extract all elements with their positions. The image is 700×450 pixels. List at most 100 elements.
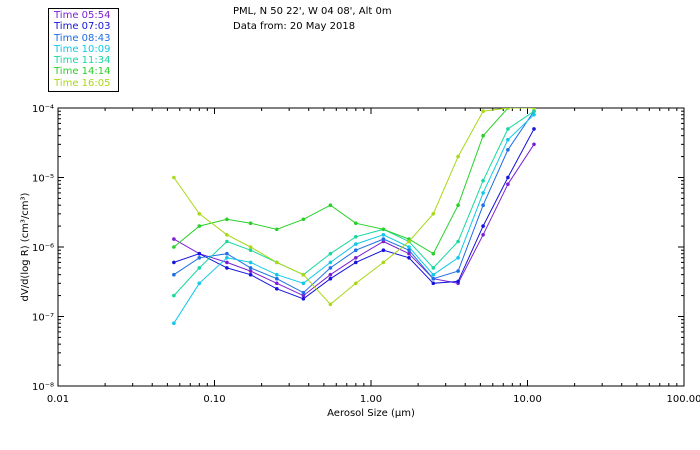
data-point (407, 239, 411, 244)
data-point (197, 224, 202, 228)
data-point (481, 178, 485, 183)
data-point (248, 248, 253, 252)
data-point (225, 266, 229, 270)
data-point (354, 248, 358, 252)
data-point (431, 276, 436, 281)
data-point (456, 279, 460, 284)
data-point (172, 175, 176, 180)
data-point (354, 281, 358, 286)
x-axis-label: Aerosol Size (μm) (327, 408, 415, 419)
data-point (172, 245, 176, 249)
data-point (328, 203, 333, 207)
data-point (197, 212, 202, 216)
data-point (328, 302, 333, 307)
data-point (354, 235, 358, 239)
x-tick-label: 1.00 (360, 394, 382, 405)
data-point (301, 297, 306, 301)
data-point (354, 255, 358, 260)
data-point (328, 251, 333, 256)
data-point (407, 248, 411, 252)
x-tick-label: 10.00 (513, 394, 542, 405)
data-point (506, 127, 510, 131)
data-point (301, 293, 306, 298)
legend-item: Time 10:09 (54, 43, 111, 55)
legend-item: Time 16:05 (54, 77, 111, 89)
data-point (407, 255, 411, 260)
data-point (456, 203, 460, 207)
data-point (225, 217, 229, 222)
data-point (506, 137, 510, 142)
data-point (431, 251, 436, 256)
data-point (248, 266, 253, 270)
data-point (381, 237, 386, 241)
legend-item: Time 14:14 (54, 66, 111, 78)
data-point (506, 108, 510, 110)
data-point (456, 269, 460, 273)
data-point (407, 251, 411, 256)
legend-item: Time 11:34 (54, 55, 111, 67)
data-point (225, 260, 229, 265)
data-point (431, 281, 436, 286)
data-point (248, 245, 253, 249)
data-point (481, 203, 485, 207)
data-point (456, 154, 460, 159)
data-point (481, 233, 485, 237)
data-point (381, 227, 386, 232)
data-point (328, 276, 333, 281)
data-point (172, 237, 176, 241)
data-point (506, 182, 510, 186)
data-point (225, 233, 229, 237)
y-tick-label: 10⁻⁷ (32, 313, 54, 324)
data-point (225, 251, 229, 256)
data-point (354, 260, 358, 265)
data-point (456, 255, 460, 260)
chart-title: PML, N 50 22', W 04 08', Alt 0m (233, 6, 392, 17)
data-point (275, 276, 279, 281)
data-point (275, 287, 279, 291)
data-point (172, 272, 176, 277)
legend-item: Time 08:43 (54, 32, 111, 44)
data-point (197, 281, 202, 286)
data-point (225, 255, 229, 260)
data-point (248, 221, 253, 225)
data-point (381, 233, 386, 237)
y-axis-label: dV/d(log R) (cm³/cm³) (20, 192, 31, 301)
x-tick-label: 0.01 (47, 394, 69, 405)
data-point (225, 239, 229, 244)
data-point (248, 260, 253, 265)
data-point (301, 281, 306, 286)
data-point (197, 251, 202, 256)
series-line (173, 108, 534, 305)
x-tick-label: 100.00 (667, 394, 700, 405)
data-point (354, 242, 358, 246)
data-point (532, 112, 536, 117)
data-point (275, 272, 279, 277)
data-point (456, 239, 460, 244)
legend-item: Time 07:03 (54, 21, 111, 33)
data-point (532, 108, 536, 110)
data-point (172, 321, 176, 326)
data-point (532, 109, 536, 113)
data-point (248, 269, 253, 273)
data-point (172, 260, 176, 265)
data-point (275, 227, 279, 232)
data-point (506, 148, 510, 152)
data-point (248, 272, 253, 277)
data-point (481, 109, 485, 113)
data-point (328, 260, 333, 265)
data-point (197, 255, 202, 260)
series-group (172, 108, 536, 326)
data-point (407, 245, 411, 249)
data-point (275, 281, 279, 286)
data-point (506, 175, 510, 180)
data-point (328, 266, 333, 270)
y-tick-label: 10⁻⁴ (32, 104, 54, 115)
chart-date: Data from: 20 May 2018 (233, 21, 356, 32)
data-point (275, 260, 279, 265)
data-point (381, 248, 386, 252)
data-point (197, 266, 202, 270)
legend-item: Time 05:54 (54, 10, 111, 21)
data-point (532, 127, 536, 131)
x-tick-label: 0.10 (203, 394, 225, 405)
data-point (481, 191, 485, 195)
